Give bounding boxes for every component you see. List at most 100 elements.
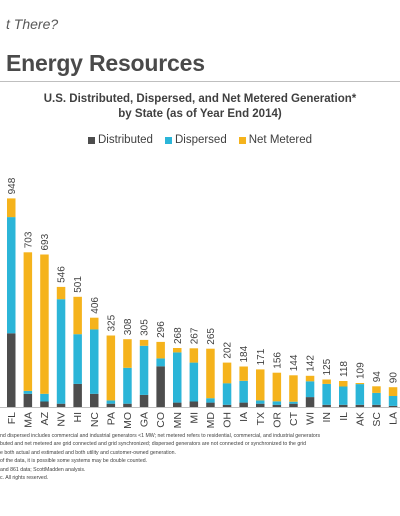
bar-dispersed-pa (106, 400, 116, 404)
legend-item-net-metered: Net Metered (238, 134, 312, 146)
bar-dispersed-or (272, 401, 282, 405)
bar-net-metered-or (272, 372, 282, 402)
bar-net-metered-hi (73, 296, 82, 335)
x-tick-label-or: OR (271, 412, 283, 428)
footnote-line: and 861 data; ScottMadden analysis. (0, 466, 86, 473)
bar-distributed-ak (355, 404, 365, 407)
bar-dispersed-la (388, 396, 398, 406)
bar-dispersed-nc (90, 329, 99, 394)
bar-net-metered-az (40, 254, 49, 394)
x-tick-label-mn: MN (172, 412, 184, 428)
bar-dispersed-ct (289, 401, 298, 404)
bar-net-metered-sc (372, 386, 381, 393)
bar-net-metered-ma (23, 252, 33, 391)
total-label-sc: 94 (372, 371, 383, 383)
bar-distributed-pa (106, 403, 116, 407)
bar-dispersed-mo (123, 367, 132, 404)
x-tick-label-ct: CT (288, 411, 300, 426)
total-label-mi: 267 (189, 327, 200, 344)
bar-distributed-fl (7, 333, 16, 407)
total-label-mn: 268 (173, 327, 184, 344)
x-tick-label-nc: NC (89, 412, 101, 428)
legend-swatch-distributed (87, 136, 95, 144)
footnote-line: e both actual and estimated and both uti… (0, 449, 176, 456)
bar-net-metered-ia (239, 366, 248, 381)
bar-net-metered-nc (90, 317, 99, 330)
x-tick-label-ga: GA (139, 412, 151, 427)
legend-label-dispersed: Dispersed (174, 134, 227, 146)
bar-dispersed-mn (173, 352, 182, 403)
total-label-ak: 109 (355, 362, 366, 379)
total-label-nv: 546 (57, 266, 68, 283)
bar-dispersed-az (40, 393, 49, 402)
bar-dispersed-wi (305, 381, 315, 398)
total-label-az: 693 (40, 233, 51, 250)
bar-distributed-wi (305, 397, 315, 407)
total-label-ia: 184 (239, 345, 250, 362)
total-label-ma: 703 (23, 231, 34, 248)
bar-dispersed-ma (23, 390, 33, 394)
legend-item-distributed: Distributed (87, 134, 153, 146)
bar-chart: 948 FL 703 MA 693 AZ 546 NV 501 HI 406 NC 325 PA 308 MO… (0, 177, 400, 429)
bar-net-metered-oh (222, 362, 232, 384)
legend-label-distributed: Distributed (97, 134, 153, 146)
bar-distributed-in (322, 404, 331, 407)
x-tick-label-ak: AK (354, 412, 366, 426)
bar-net-metered-pa (106, 335, 116, 401)
title-divider (0, 81, 400, 82)
footnotes: nd dispersed includes commercial and ind… (0, 432, 400, 482)
bar-dispersed-md (206, 398, 215, 403)
total-label-fl: 948 (7, 177, 18, 194)
total-label-il: 118 (339, 361, 350, 377)
x-tick-label-nv: NV (56, 412, 68, 427)
total-label-ct: 144 (289, 354, 300, 371)
legend-swatch-net-metered (238, 136, 246, 144)
bar-dispersed-ia (239, 380, 248, 403)
x-tick-label-ia: IA (238, 412, 250, 422)
bar-net-metered-co (156, 341, 165, 359)
bar-net-metered-tx (256, 369, 265, 401)
bar-net-metered-la (388, 387, 398, 396)
bar-distributed-mn (173, 402, 182, 407)
x-tick-label-az: AZ (39, 411, 51, 425)
bar-net-metered-in (322, 379, 331, 384)
section-title: Energy Resources (6, 50, 205, 76)
total-label-co: 296 (156, 321, 167, 338)
chart-title-line-1: U.S. Distributed, Dispersed, and Net Met… (43, 93, 357, 105)
bar-distributed-ct (289, 403, 298, 407)
bar-dispersed-sc (372, 392, 381, 405)
bar-net-metered-ak (355, 383, 365, 385)
bar-net-metered-mn (173, 348, 182, 353)
bar-net-metered-mi (189, 348, 199, 363)
x-tick-label-fl: FL (6, 412, 18, 424)
bar-net-metered-nv (56, 286, 66, 300)
total-label-hi: 501 (73, 276, 84, 293)
bar-distributed-tx (256, 403, 265, 407)
bar-distributed-co (156, 366, 165, 407)
bar-dispersed-co (156, 358, 165, 367)
footnote-line: nd dispersed includes commercial and ind… (0, 433, 321, 439)
bar-distributed-oh (222, 404, 232, 407)
bar-dispersed-tx (256, 400, 265, 404)
chart-legend: Distributed Dispersed Net Metered (0, 134, 400, 146)
bar-distributed-la (388, 405, 398, 407)
total-label-la: 90 (389, 372, 400, 384)
x-tick-label-pa: PA (105, 412, 117, 425)
total-label-nc: 406 (90, 297, 101, 314)
bar-distributed-ia (239, 402, 248, 407)
total-label-tx: 171 (256, 348, 267, 365)
bar-dispersed-oh (222, 383, 232, 405)
x-tick-label-sc: SC (371, 412, 383, 427)
bar-net-metered-ga (139, 339, 149, 346)
total-label-oh: 202 (223, 341, 234, 358)
footnote-line: buted and net metered are grid connected… (0, 441, 306, 448)
bar-net-metered-wi (305, 375, 315, 382)
bar-distributed-or (272, 404, 282, 407)
x-tick-label-ma: MA (22, 412, 34, 428)
bar-distributed-nc (90, 393, 99, 407)
x-tick-label-oh: OH (222, 412, 234, 428)
x-tick-label-mo: MO (122, 412, 134, 429)
top-title: t There? (6, 16, 59, 32)
legend-item-dispersed: Dispersed (164, 134, 227, 146)
total-label-pa: 325 (106, 314, 117, 331)
